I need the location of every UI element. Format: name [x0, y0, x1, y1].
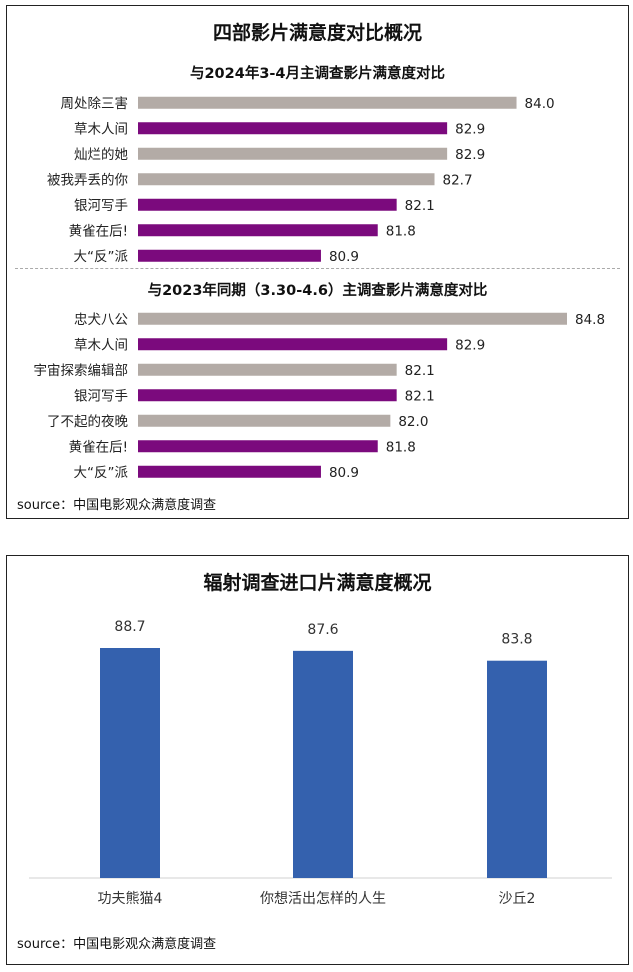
- panel-title: 辐射调查进口片满意度概况: [203, 572, 432, 594]
- category-label: 银河写手: [74, 388, 128, 404]
- category-label: 灿烂的她: [74, 147, 128, 163]
- value-label: 82.1: [405, 388, 435, 404]
- value-label: 82.0: [398, 414, 428, 430]
- value-label: 80.9: [329, 465, 359, 481]
- category-label: 草木人间: [74, 121, 128, 137]
- bar: [138, 249, 321, 262]
- bar: [487, 660, 547, 878]
- value-label: 82.9: [455, 147, 485, 163]
- category-label: 功夫熊猫4: [98, 891, 163, 907]
- bar: [138, 173, 435, 186]
- category-label: 宇宙探索编辑部: [34, 363, 129, 379]
- bar: [138, 389, 397, 402]
- bar: [138, 312, 567, 325]
- value-label: 82.1: [405, 363, 435, 379]
- category-label: 被我弄丢的你: [47, 172, 128, 188]
- chart-1-svg: 周处除三害 84.0 草木人间 82.9 灿烂的她 82.9 被我弄丢的你 82.7 银河写手 8…: [47, 96, 555, 265]
- bar: [138, 147, 448, 160]
- bar: [138, 440, 378, 453]
- category-label: 周处除三害: [61, 96, 129, 112]
- value-label: 83.8: [501, 632, 532, 648]
- category-label: 草木人间: [74, 337, 128, 353]
- value-label: 88.7: [114, 619, 145, 635]
- value-label: 81.8: [386, 223, 416, 239]
- value-label: 82.1: [405, 198, 435, 214]
- source-note: source：中国电影观众满意度调查: [17, 498, 217, 513]
- value-label: 87.6: [307, 622, 338, 638]
- bar: [138, 465, 321, 478]
- category-label: 黄雀在后!: [69, 439, 128, 455]
- panel-title: 四部影片满意度对比概况: [212, 22, 422, 44]
- category-label: 黄雀在后!: [69, 223, 128, 239]
- bar: [138, 224, 378, 237]
- category-label: 银河写手: [74, 198, 128, 214]
- value-label: 84.0: [525, 96, 555, 112]
- bar: [138, 414, 391, 427]
- bar: [138, 363, 397, 376]
- bar: [138, 96, 517, 109]
- source-note: source：中国电影观众满意度调查: [17, 937, 217, 952]
- value-label: 84.8: [575, 312, 605, 328]
- category-label: 大“反”派: [74, 465, 129, 481]
- bar: [138, 122, 448, 135]
- satisfaction-comparison-panel: 四部影片满意度对比概况 与2024年3-4月主调查影片满意度对比 周处除三害 84…: [6, 5, 629, 519]
- value-label: 82.7: [443, 172, 473, 188]
- category-label: 忠犬八公: [74, 312, 128, 328]
- bar: [293, 650, 353, 878]
- chart-2-title: 与2023年同期（3.30-4.6）主调查影片满意度对比: [147, 283, 488, 299]
- category-label: 你想活出怎样的人生: [260, 891, 386, 907]
- section-divider: [15, 268, 620, 269]
- chart-3-svg: 88.7 功夫熊猫4 87.6 你想活出怎样的人生 83.8 沙丘2: [29, 619, 612, 907]
- value-label: 80.9: [329, 249, 359, 265]
- bar: [100, 648, 160, 878]
- category-label: 沙丘2: [499, 891, 536, 907]
- value-label: 82.9: [455, 121, 485, 137]
- category-label: 大“反”派: [74, 249, 129, 265]
- value-label: 81.8: [386, 439, 416, 455]
- imported-films-panel: 辐射调查进口片满意度概况 88.7 功夫熊猫4 87.6 你想活出怎样的人生 83.8 沙…: [6, 555, 629, 965]
- value-label: 82.9: [455, 337, 485, 353]
- bar: [138, 338, 448, 351]
- chart-1-title: 与2024年3-4月主调查影片满意度对比: [189, 66, 446, 82]
- chart-2-svg: 忠犬八公 84.8 草木人间 82.9 宇宙探索编辑部 82.1 银河写手 82.1 了不起的夜…: [34, 312, 606, 481]
- category-label: 了不起的夜晚: [47, 414, 128, 430]
- bar: [138, 198, 397, 211]
